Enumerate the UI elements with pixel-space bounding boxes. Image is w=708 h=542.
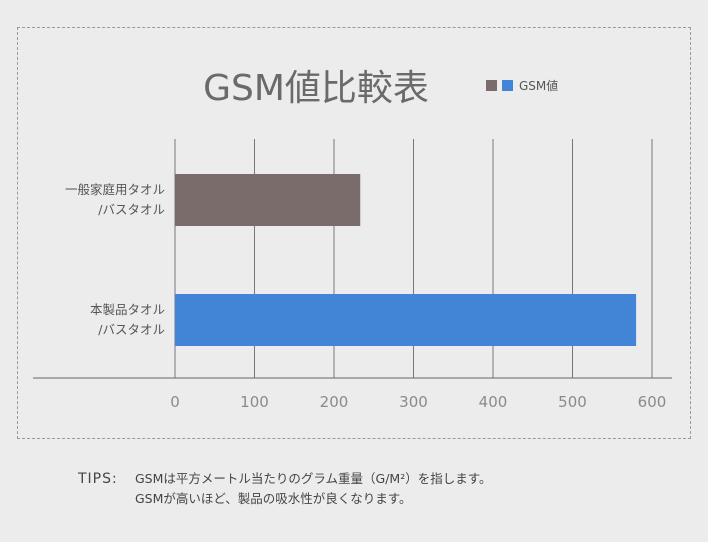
tick-labels: 0 100 200 300 400 500 600: [170, 393, 666, 411]
legend-swatch-brown: [486, 80, 497, 91]
tick-label-5: 500: [558, 393, 587, 411]
category-label-0: 一般家庭用タオル/バスタオル: [65, 182, 165, 217]
tick-label-4: 400: [479, 393, 508, 411]
tick-label-0: 0: [170, 393, 180, 411]
tips-line-1: GSMは平方メートル当たりのグラム重量（G/M²）を指します。: [135, 471, 492, 486]
legend-swatch-blue: [502, 80, 513, 91]
chart-frame: [17, 27, 691, 439]
legend-label: GSM値: [519, 78, 558, 93]
category-label-1: 本製品タオル/バスタオル: [90, 302, 165, 337]
bar-1: [175, 294, 637, 346]
tick-label-2: 200: [320, 393, 349, 411]
bar-0: [175, 174, 361, 226]
tips-line-2: GSMが高いほど、製品の吸水性が良くなります。: [135, 491, 412, 506]
chart-title: GSM値比較表: [203, 68, 429, 109]
legend: GSM値: [486, 78, 558, 93]
bars: [175, 174, 637, 346]
tick-label-1: 100: [240, 393, 269, 411]
tips-label: TIPS:: [78, 471, 118, 487]
tick-label-3: 300: [399, 393, 428, 411]
tick-label-6: 600: [638, 393, 667, 411]
